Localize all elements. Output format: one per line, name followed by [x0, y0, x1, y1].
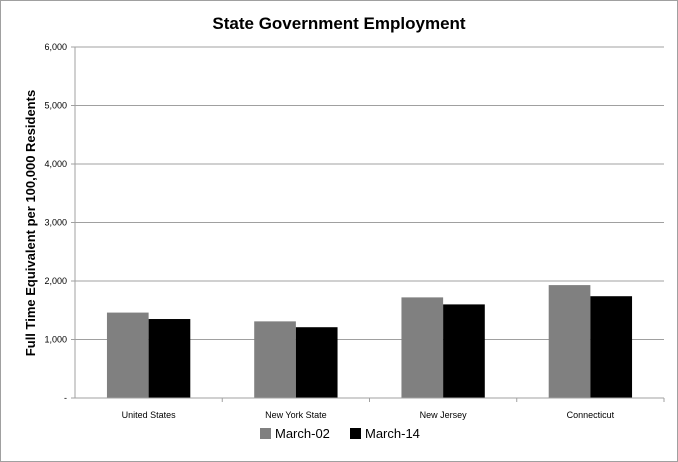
- x-category-labels: United States New York State New Jersey Con…: [122, 410, 615, 420]
- bar-march-14: [443, 304, 485, 398]
- y-tick-label: 4,000: [44, 159, 67, 169]
- x-category-label: Connecticut: [567, 410, 615, 420]
- legend-swatch: [350, 428, 361, 439]
- axes: [71, 46, 665, 402]
- y-tick-label: 6,000: [44, 42, 67, 52]
- bars: [106, 285, 633, 398]
- y-tick-labels: - 1,000 2,000 3,000 4,000 5,000 6,000: [44, 42, 67, 403]
- legend-label: March-14: [365, 426, 420, 441]
- bar-march-02: [254, 321, 296, 398]
- x-category-label: New York State: [265, 410, 327, 420]
- x-category-label: United States: [122, 410, 177, 420]
- bar-march-02: [548, 285, 591, 398]
- y-tick-label: 1,000: [44, 335, 67, 345]
- bar-march-14: [295, 327, 338, 398]
- y-tick-label: -: [64, 393, 67, 403]
- legend: March-02 March-14: [260, 426, 420, 441]
- bar-march-14: [148, 319, 191, 398]
- bar-march-02: [106, 312, 149, 398]
- legend-label: March-02: [275, 426, 330, 441]
- x-category-label: New Jersey: [420, 410, 468, 420]
- y-tick-label: 3,000: [44, 218, 67, 228]
- y-tick-label: 2,000: [44, 276, 67, 286]
- y-tick-label: 5,000: [44, 101, 67, 111]
- y-axis-label: Full Time Equivalent per 100,000 Residen…: [23, 90, 38, 356]
- legend-swatch: [260, 428, 271, 439]
- bar-march-02: [401, 297, 444, 398]
- bar-march-14: [590, 296, 633, 398]
- chart-title: State Government Employment: [212, 14, 466, 33]
